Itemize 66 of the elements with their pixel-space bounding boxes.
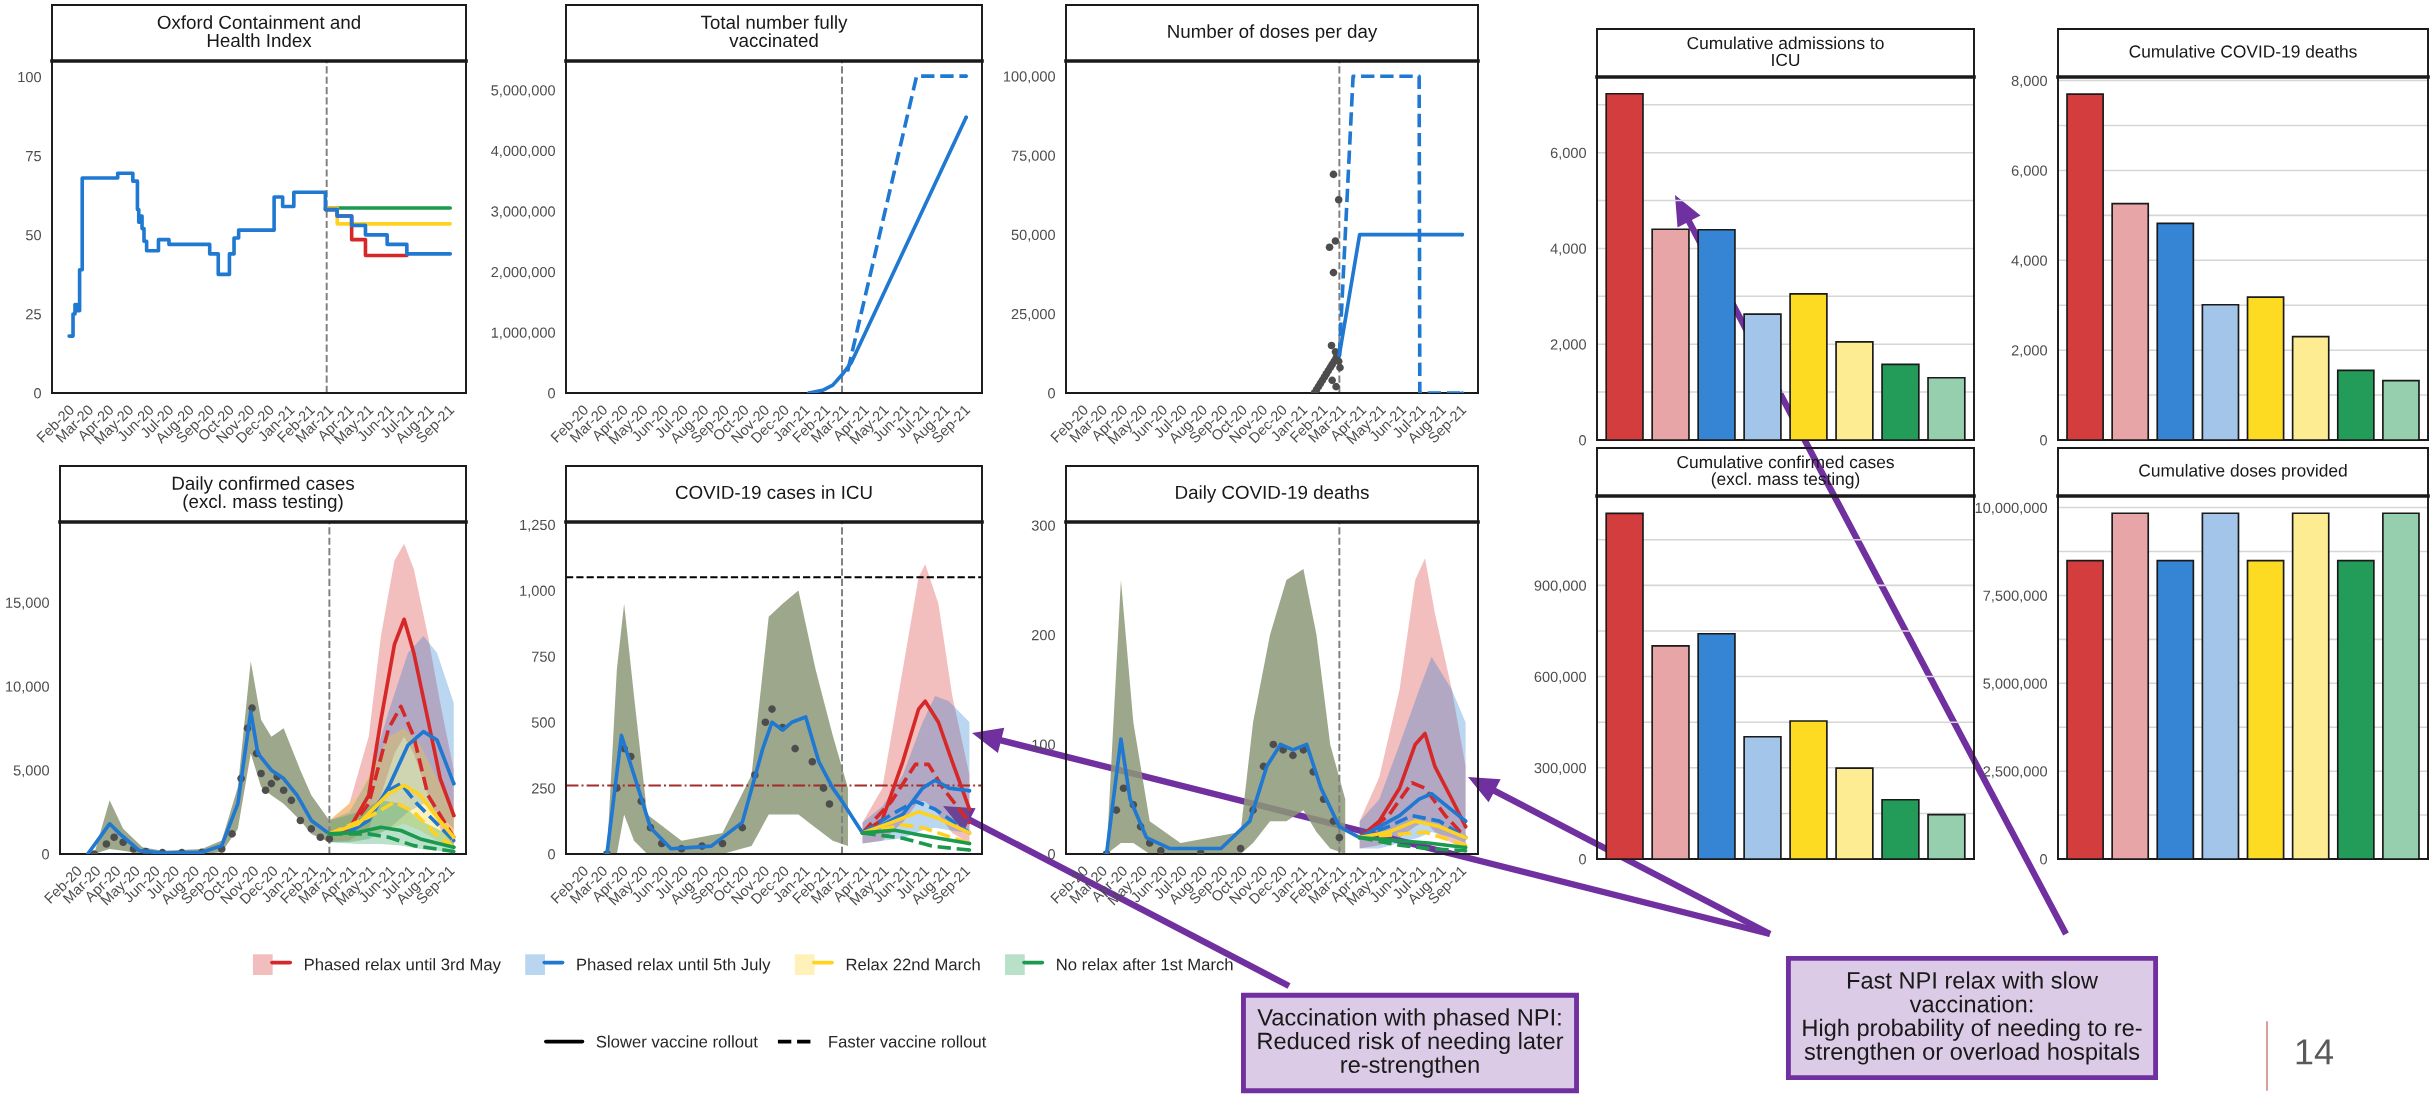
y-tick-label: 100 — [1032, 739, 1056, 750]
y-tick-label: 1,000,000 — [491, 327, 556, 340]
y-tick-label: 4,000 — [2011, 255, 2048, 268]
y-tick-label: 75 — [26, 151, 41, 162]
y-tick-label: 0 — [42, 849, 50, 860]
y-tick-label: 25 — [26, 309, 41, 320]
text: Vaccination with phased NPI: Reduced risk of needing later re-strengthen — [1257, 1008, 1564, 1078]
y-tick-label: 5,000,000 — [1983, 678, 2048, 691]
y-tick-label: 0 — [1579, 435, 1587, 446]
y-tick-label: 7,500,000 — [1983, 590, 2048, 603]
y-tick-label: 0 — [548, 849, 556, 860]
y-tick-label: 2,000 — [1550, 339, 1587, 352]
chart-title: Total number fully vaccinated — [700, 15, 848, 48]
y-tick-label: 0 — [1048, 388, 1056, 399]
y-tick-label: 5,000 — [13, 765, 50, 778]
y-tick-label: 10,000,000 — [1975, 502, 2048, 515]
y-tick-label: 300,000 — [1534, 762, 1587, 775]
text: Slower vaccine rollout — [596, 1035, 758, 1048]
chart-title: Daily COVID-19 deaths — [1176, 485, 1369, 503]
y-tick-label: 100,000 — [1003, 71, 1056, 84]
text: Fast NPI relax with slow vaccination: High probability of needing to re- strengthen or overload hospitals — [1803, 971, 2142, 1065]
legend-label: Phased relax until 5th July — [577, 958, 771, 974]
y-tick-label: 75,000 — [1011, 150, 1056, 163]
y-tick-label: 6,000 — [1550, 147, 1587, 160]
y-tick-label: 2,000 — [2011, 345, 2048, 358]
y-tick-label: 0 — [2040, 854, 2048, 865]
y-tick-label: 4,000,000 — [491, 145, 556, 158]
chart-title: Cumulative COVID-19 deaths — [2129, 44, 2357, 58]
text: 14 — [2296, 1039, 2334, 1065]
y-tick-label: 2,500,000 — [1983, 766, 2048, 779]
y-tick-label: 0 — [1048, 849, 1056, 860]
legend-label: Relax 22nd March — [846, 958, 980, 971]
legend-label: No relax after 1st March — [1057, 958, 1233, 971]
y-tick-label: 500 — [531, 717, 556, 728]
y-tick-label: 600,000 — [1534, 671, 1587, 684]
legend-label: Phased relax until 3rd May — [305, 958, 501, 974]
y-tick-label: 2,000,000 — [491, 266, 556, 279]
y-tick-label: 1,250 — [520, 519, 556, 532]
y-tick-label: 10,000 — [6, 681, 50, 694]
y-tick-label: 0 — [2040, 435, 2048, 446]
y-tick-label: 50,000 — [1011, 229, 1056, 242]
y-tick-label: 50 — [25, 230, 42, 241]
chart-title: COVID-19 cases in ICU — [675, 485, 872, 500]
y-tick-label: 0 — [1579, 854, 1587, 865]
y-tick-label: 100 — [18, 71, 42, 83]
y-tick-label: 0 — [34, 388, 42, 399]
chart-title: Cumulative admissions to ICU — [1687, 36, 1884, 67]
y-tick-label: 6,000 — [2011, 165, 2048, 178]
chart-title: Oxford Containment and Health Index — [157, 15, 360, 48]
y-tick-label: 0 — [548, 388, 556, 399]
y-tick-label: 3,000,000 — [491, 206, 556, 219]
text: Faster vaccine rollout — [829, 1035, 987, 1048]
y-tick-label: 250 — [531, 783, 556, 794]
y-tick-label: 25,000 — [1011, 308, 1056, 321]
y-tick-label: 900,000 — [1534, 580, 1587, 593]
y-tick-label: 8,000 — [2011, 75, 2048, 88]
y-tick-label: 750 — [532, 651, 556, 662]
y-tick-label: 1,000 — [520, 585, 556, 598]
y-tick-label: 200 — [1031, 629, 1056, 641]
chart-title: Cumulative doses provided — [2139, 463, 2347, 481]
y-tick-label: 15,000 — [6, 597, 50, 610]
chart-title: Number of doses per day — [1168, 24, 1378, 42]
y-tick-label: 5,000,000 — [491, 85, 556, 98]
chart-title: Daily confirmed cases (excl. mass testing) — [172, 476, 355, 512]
y-tick-label: 4,000 — [1550, 243, 1587, 256]
y-tick-label: 300 — [1031, 520, 1056, 531]
